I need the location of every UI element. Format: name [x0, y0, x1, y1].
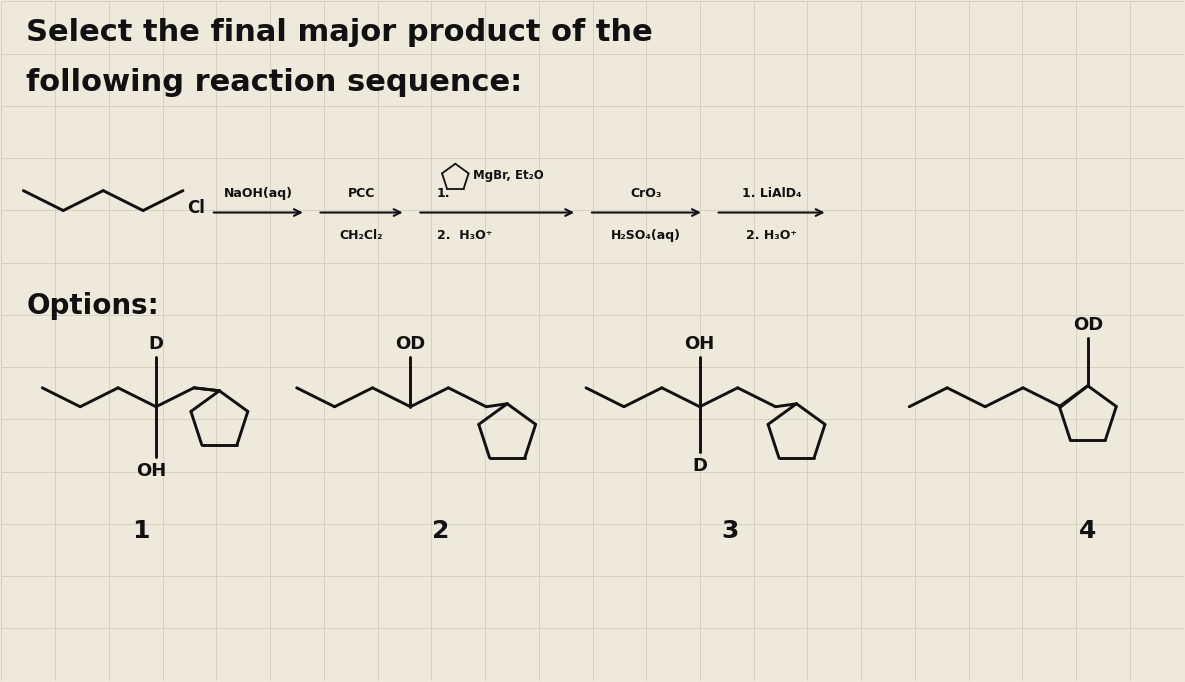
- Text: OH: OH: [136, 462, 166, 479]
- Text: following reaction sequence:: following reaction sequence:: [26, 68, 523, 97]
- Text: CH₂Cl₂: CH₂Cl₂: [340, 229, 383, 243]
- Text: 2: 2: [431, 519, 449, 544]
- Text: OH: OH: [685, 335, 715, 353]
- Text: Options:: Options:: [26, 292, 159, 321]
- Text: 1.: 1.: [436, 187, 450, 200]
- Text: 3: 3: [720, 519, 738, 544]
- Text: MgBr, Et₂O: MgBr, Et₂O: [473, 169, 544, 182]
- Text: Select the final major product of the: Select the final major product of the: [26, 18, 653, 47]
- Text: 2.  H₃O⁺: 2. H₃O⁺: [437, 229, 493, 243]
- Text: 4: 4: [1080, 519, 1096, 544]
- Text: D: D: [692, 456, 707, 475]
- Text: 2. H₃O⁺: 2. H₃O⁺: [747, 229, 798, 243]
- Text: D: D: [148, 335, 164, 353]
- Text: OD: OD: [396, 335, 425, 353]
- Text: H₂SO₄(aq): H₂SO₄(aq): [611, 229, 681, 243]
- Text: OD: OD: [1072, 316, 1103, 334]
- Text: PCC: PCC: [348, 187, 376, 200]
- Text: NaOH(aq): NaOH(aq): [224, 187, 293, 200]
- Text: Cl: Cl: [187, 198, 205, 217]
- Text: 1. LiAlD₄: 1. LiAlD₄: [742, 187, 801, 200]
- Text: 1: 1: [133, 519, 149, 544]
- Text: CrO₃: CrO₃: [630, 187, 662, 200]
